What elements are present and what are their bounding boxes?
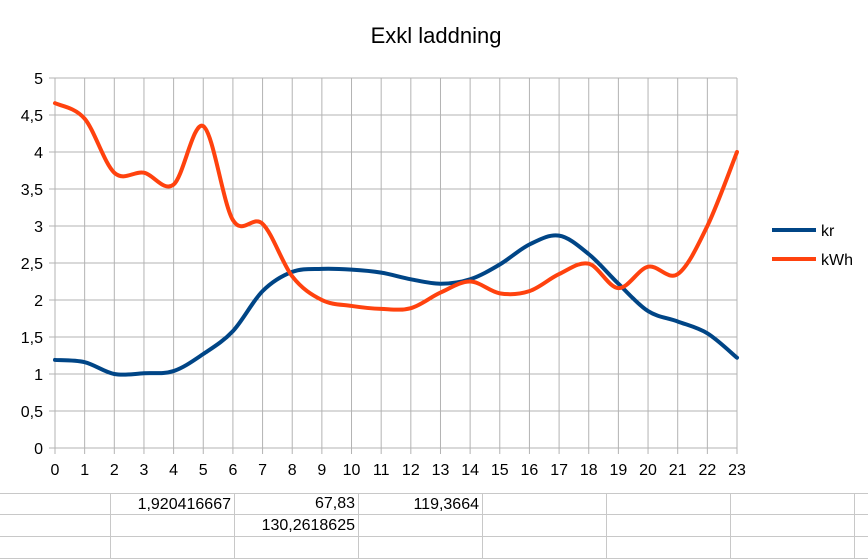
cell[interactable] xyxy=(483,493,607,515)
y-tick-label: 1,5 xyxy=(21,330,43,347)
legend-label-kr: kr xyxy=(821,223,835,240)
x-tick-label: 17 xyxy=(550,462,568,479)
spreadsheet-rows: 1,920416667 67,83 119,3664 130,2618625 xyxy=(0,493,868,559)
cell[interactable] xyxy=(0,537,111,559)
cell[interactable] xyxy=(359,515,483,537)
x-tick-label: 18 xyxy=(580,462,598,479)
x-axis-ticks: 0 1 2 3 4 5 6 7 8 9 10 11 12 13 14 15 16 17 18 19 20 21 22 23 xyxy=(51,462,746,479)
cell-value[interactable]: 67,83 xyxy=(235,493,359,515)
series-line-kwh xyxy=(53,101,739,312)
cell[interactable] xyxy=(855,493,868,515)
cell[interactable] xyxy=(483,515,607,537)
y-tick-label: 2 xyxy=(34,293,43,310)
y-tick-label: 4,5 xyxy=(21,108,43,125)
cell[interactable] xyxy=(855,515,868,537)
cell[interactable] xyxy=(235,537,359,559)
cell[interactable] xyxy=(731,493,855,515)
y-axis-ticks: 0 0,5 1 1,5 2 2,5 3 3,5 4 4,5 5 xyxy=(21,71,43,458)
chart-title: Exkl laddning xyxy=(371,23,502,48)
x-tick-label: 11 xyxy=(373,462,390,479)
y-tick-label: 0 xyxy=(34,441,43,458)
cell-value[interactable]: 130,2618625 xyxy=(235,515,359,537)
x-tick-label: 15 xyxy=(491,462,509,479)
cell[interactable] xyxy=(0,493,111,515)
cell[interactable] xyxy=(111,537,235,559)
x-tick-label: 10 xyxy=(343,462,361,479)
cell[interactable] xyxy=(855,537,868,559)
x-tick-label: 20 xyxy=(639,462,657,479)
y-tick-label: 5 xyxy=(34,71,43,88)
grid xyxy=(49,77,738,454)
y-tick-label: 0,5 xyxy=(21,404,43,421)
cell[interactable] xyxy=(607,515,731,537)
series-lines xyxy=(53,101,739,377)
x-tick-label: 3 xyxy=(140,462,149,479)
series-line-kr xyxy=(53,233,739,377)
x-tick-label: 4 xyxy=(169,462,178,479)
x-tick-label: 6 xyxy=(228,462,237,479)
x-tick-label: 1 xyxy=(80,462,89,479)
x-tick-label: 12 xyxy=(402,462,420,479)
x-tick-label: 2 xyxy=(110,462,119,479)
y-tick-label: 2,5 xyxy=(21,256,43,273)
x-tick-label: 9 xyxy=(317,462,326,479)
cell[interactable] xyxy=(607,493,731,515)
legend: kr kWh xyxy=(772,223,853,269)
y-tick-label: 3,5 xyxy=(21,182,43,199)
y-tick-label: 3 xyxy=(34,219,43,236)
legend-label-kwh: kWh xyxy=(821,252,853,269)
cell[interactable] xyxy=(731,515,855,537)
x-tick-label: 8 xyxy=(288,462,297,479)
y-tick-label: 4 xyxy=(34,145,43,162)
x-tick-label: 19 xyxy=(609,462,627,479)
x-tick-label: 5 xyxy=(199,462,208,479)
x-tick-label: 0 xyxy=(51,462,60,479)
cell[interactable] xyxy=(359,537,483,559)
cell-value[interactable]: 119,3664 xyxy=(359,493,483,515)
x-tick-label: 22 xyxy=(698,462,716,479)
y-tick-label: 1 xyxy=(34,367,43,384)
cell-value[interactable]: 1,920416667 xyxy=(111,493,235,515)
cell[interactable] xyxy=(607,537,731,559)
x-tick-label: 7 xyxy=(258,462,267,479)
cell[interactable] xyxy=(731,537,855,559)
cell[interactable] xyxy=(0,515,111,537)
x-tick-label: 21 xyxy=(669,462,687,479)
cell[interactable] xyxy=(483,537,607,559)
x-tick-label: 23 xyxy=(728,462,746,479)
x-tick-label: 13 xyxy=(432,462,450,479)
cell[interactable] xyxy=(111,515,235,537)
x-tick-label: 14 xyxy=(461,462,479,479)
x-tick-label: 16 xyxy=(521,462,539,479)
